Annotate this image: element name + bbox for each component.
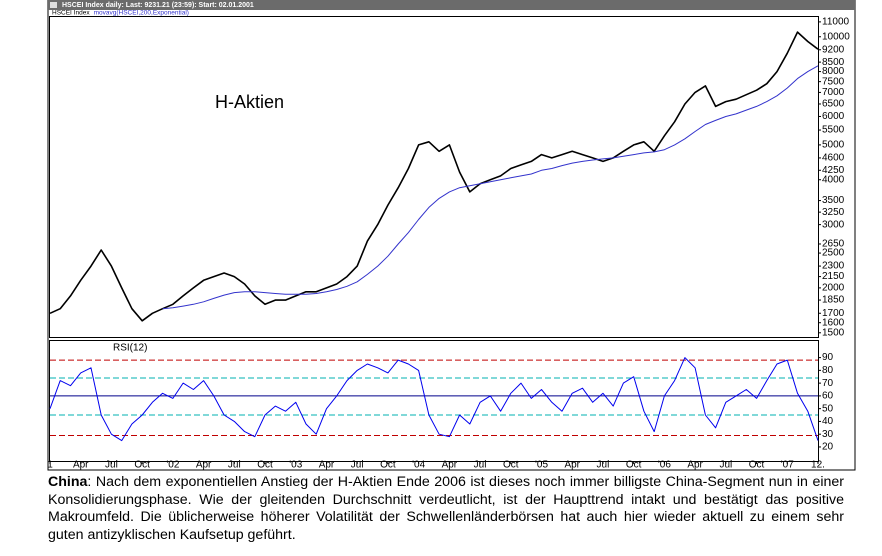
- caption-lead: China: [48, 474, 88, 490]
- y-tick-label: 2300: [822, 261, 845, 272]
- y-tick-label: 4600: [822, 153, 845, 164]
- legend-entry: movavg(HSCEI,200,Exponential): [94, 10, 189, 17]
- x-tick-label: '06: [658, 460, 671, 471]
- y-tick-label: 8000: [822, 66, 845, 77]
- x-tick-label: Jul: [474, 460, 487, 471]
- x-tick-label: Apr: [687, 460, 703, 471]
- y-tick-label: 3500: [822, 195, 845, 206]
- x-tick-label: Apr: [196, 460, 212, 471]
- y-tick-label: 30: [822, 429, 834, 440]
- header-icon: [50, 2, 57, 8]
- x-tick-label: Jul: [719, 460, 732, 471]
- frame: [47, 0, 856, 471]
- chart: HSCEI Index daily: Last: 9231.21 (23:59)…: [47, 0, 856, 471]
- y-tick-label: 4250: [822, 165, 845, 176]
- x-tick-label: Jul: [351, 460, 364, 471]
- y-tick-label: 7500: [822, 76, 845, 87]
- y-tick-label: 6000: [822, 111, 845, 122]
- y-tick-label: 1600: [822, 317, 845, 328]
- x-tick-label: Oct: [134, 460, 150, 471]
- y-tick-label: 50: [822, 403, 834, 414]
- y-tick-label: 40: [822, 416, 834, 427]
- y-tick-label: 90: [822, 352, 834, 363]
- y-tick-label: 11000: [822, 17, 850, 28]
- x-tick-label: Oct: [626, 460, 642, 471]
- x-tick-label: Oct: [257, 460, 273, 471]
- y-tick-label: 6500: [822, 99, 845, 110]
- x-tick-label: Jul: [597, 460, 610, 471]
- caption: China: Nach dem exponentiellen Anstieg d…: [48, 474, 844, 544]
- y-tick-label: 1500: [822, 327, 845, 338]
- rsi-title: RSI(12): [113, 343, 147, 354]
- x-tick-label: Apr: [564, 460, 580, 471]
- y-tick-label: 10000: [822, 31, 850, 42]
- series-line: [162, 65, 819, 310]
- y-tick-label: 60: [822, 391, 834, 402]
- annotation: H-Aktien: [215, 92, 284, 112]
- series-line: [49, 31, 819, 322]
- x-tick-label: '07: [781, 460, 794, 471]
- x-tick-label: Oct: [380, 460, 396, 471]
- x-tick-label: '03: [289, 460, 302, 471]
- x-tick-label: Jul: [228, 460, 241, 471]
- x-tick-label: '04: [412, 460, 425, 471]
- x-tick-label: Oct: [503, 460, 519, 471]
- y-tick-label: 70: [822, 378, 834, 389]
- y-tick-label: 5000: [822, 140, 845, 151]
- y-tick-label: 80: [822, 365, 834, 376]
- y-tick-label: 1850: [822, 295, 845, 306]
- x-tick-label: Apr: [442, 460, 458, 471]
- rsi-panel: [49, 340, 819, 462]
- y-tick-label: 2000: [822, 283, 845, 294]
- caption-text: : Nach dem exponentiellen Anstieg der H-…: [48, 474, 844, 543]
- x-tick-label: Apr: [73, 460, 89, 471]
- x-tick-label: '02: [166, 460, 179, 471]
- y-tick-label: 9200: [822, 44, 845, 55]
- legend-entry: HSCEI Index: [52, 10, 90, 17]
- y-tick-label: 2150: [822, 271, 845, 282]
- y-tick-label: 8500: [822, 57, 845, 68]
- x-tick-label: Jul: [105, 460, 118, 471]
- header-bar: [48, 0, 855, 10]
- x-tick-label: Oct: [749, 460, 765, 471]
- x-tick-label: 12.: [811, 460, 825, 471]
- price-panel: [49, 16, 819, 338]
- header-title: HSCEI Index daily: Last: 9231.21 (23:59)…: [62, 2, 254, 9]
- series-line: [49, 357, 819, 442]
- y-tick-label: 1700: [822, 308, 845, 319]
- y-tick-label: 4000: [822, 174, 845, 185]
- y-tick-label: 3000: [822, 219, 845, 230]
- y-tick-label: 2500: [822, 248, 845, 259]
- y-tick-label: 20: [822, 442, 834, 453]
- y-tick-label: 7000: [822, 87, 845, 98]
- y-tick-label: 5500: [822, 125, 845, 136]
- y-tick-label: 2650: [822, 239, 845, 250]
- x-tick-label: 1: [47, 460, 53, 471]
- x-tick-label: Apr: [319, 460, 335, 471]
- y-tick-label: 3250: [822, 207, 845, 218]
- x-tick-label: '05: [535, 460, 548, 471]
